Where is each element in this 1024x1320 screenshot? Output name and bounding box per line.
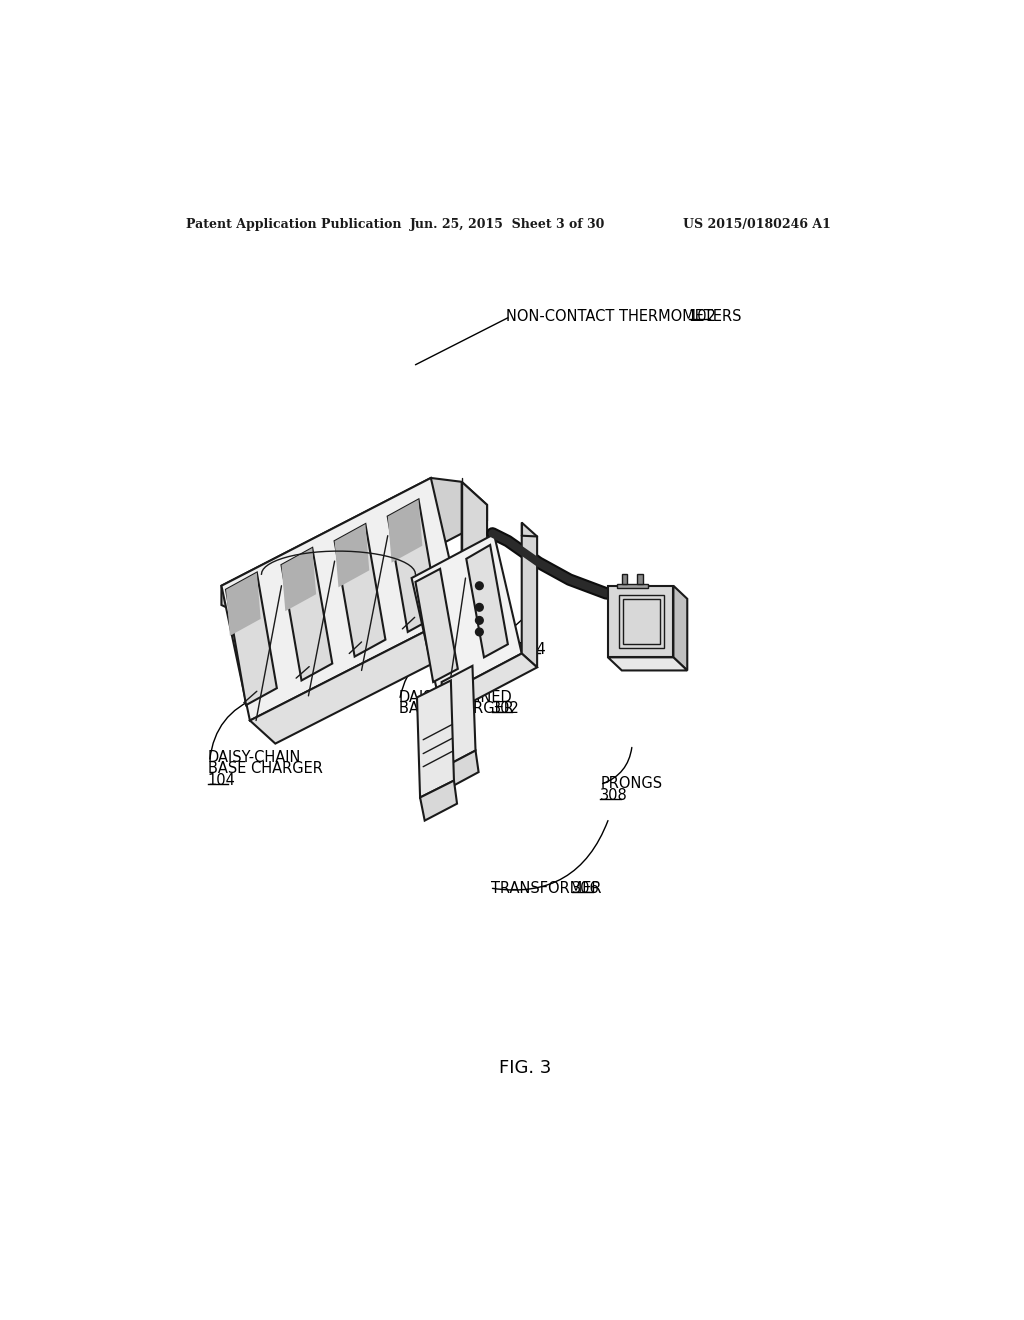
Polygon shape [441, 665, 475, 767]
Polygon shape [622, 574, 628, 585]
Polygon shape [617, 585, 648, 589]
Polygon shape [521, 523, 538, 668]
Text: BASE CHARGER: BASE CHARGER [208, 762, 323, 776]
Polygon shape [466, 545, 508, 657]
Text: 308: 308 [600, 788, 628, 803]
Text: Patent Application Publication: Patent Application Publication [186, 218, 401, 231]
Polygon shape [417, 681, 454, 797]
Text: PRONGS: PRONGS [600, 776, 663, 791]
Polygon shape [412, 535, 521, 697]
Polygon shape [388, 499, 422, 562]
Circle shape [475, 628, 483, 636]
Polygon shape [637, 574, 643, 585]
Polygon shape [388, 499, 438, 632]
Text: 306: 306 [571, 880, 599, 896]
Circle shape [475, 582, 483, 590]
Polygon shape [674, 586, 687, 671]
Text: DAISY-CHAIN: DAISY-CHAIN [208, 750, 301, 764]
Polygon shape [335, 524, 385, 656]
Text: BASE CHARGER: BASE CHARGER [398, 701, 513, 717]
Polygon shape [226, 573, 276, 705]
Polygon shape [335, 524, 370, 587]
Text: CORD: CORD [486, 642, 529, 657]
Polygon shape [226, 573, 261, 636]
Circle shape [475, 616, 483, 624]
Text: TRANSFORMER: TRANSFORMER [490, 880, 601, 896]
Text: 302: 302 [492, 701, 519, 717]
Polygon shape [608, 586, 674, 657]
Polygon shape [416, 569, 458, 682]
Polygon shape [462, 482, 487, 636]
Polygon shape [250, 612, 487, 743]
Polygon shape [420, 780, 457, 821]
Text: NON-CONTACT THERMOMETERS: NON-CONTACT THERMOMETERS [506, 309, 741, 323]
Polygon shape [438, 653, 538, 711]
Polygon shape [282, 548, 333, 681]
Polygon shape [221, 478, 462, 721]
Polygon shape [444, 751, 478, 788]
Polygon shape [221, 478, 487, 631]
Polygon shape [282, 548, 316, 611]
Text: 304: 304 [519, 642, 547, 657]
Text: Jun. 25, 2015  Sheet 3 of 30: Jun. 25, 2015 Sheet 3 of 30 [410, 218, 605, 231]
Text: 104: 104 [208, 774, 236, 788]
Text: DAISY-CHAINED: DAISY-CHAINED [398, 689, 512, 705]
Polygon shape [608, 657, 687, 671]
Text: US 2015/0180246 A1: US 2015/0180246 A1 [683, 218, 831, 231]
Circle shape [475, 603, 483, 611]
Text: FIG. 3: FIG. 3 [499, 1059, 551, 1077]
Text: 102: 102 [689, 309, 717, 323]
